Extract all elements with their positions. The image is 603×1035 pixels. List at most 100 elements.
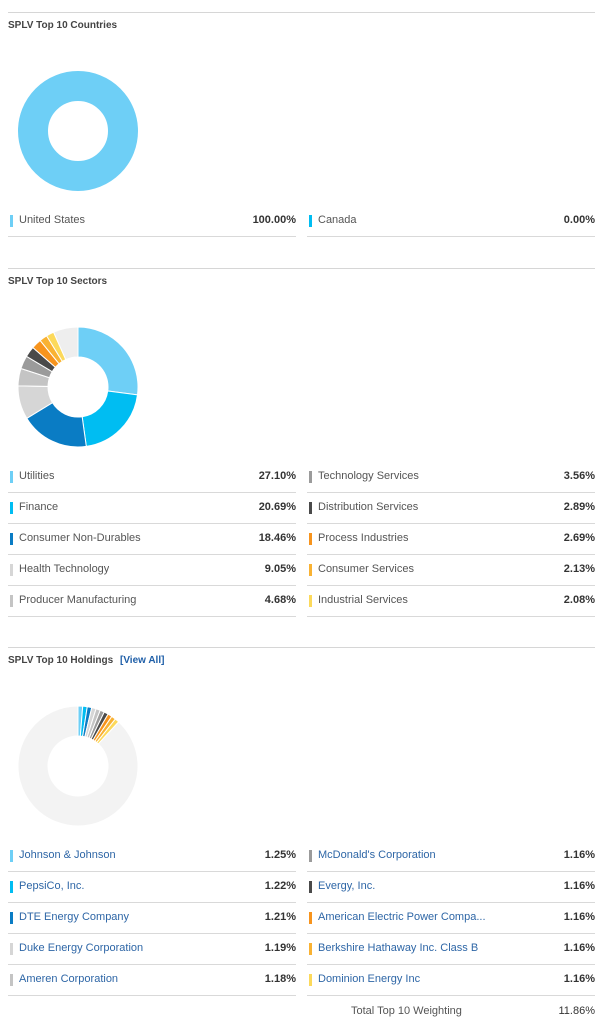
row-label: Utilities bbox=[19, 470, 55, 482]
sectors-list-right: Technology Services 3.56% Distribution Ser… bbox=[307, 462, 595, 617]
row-label: Finance bbox=[19, 501, 59, 513]
row-value: 1.16% bbox=[563, 911, 595, 923]
holdings-donut-chart bbox=[17, 705, 139, 827]
holding-row[interactable]: Johnson & Johnson 1.25% bbox=[8, 841, 296, 872]
row-value: 20.69% bbox=[258, 501, 296, 513]
row-label: Process Industries bbox=[318, 532, 409, 544]
holding-name-link[interactable]: PepsiCo, Inc. bbox=[19, 880, 85, 892]
row-value: 1.16% bbox=[563, 880, 595, 892]
row-value: 27.10% bbox=[258, 470, 296, 482]
sectors-list-left: Utilities 27.10% Finance 20.69% Consumer Non… bbox=[8, 462, 296, 617]
row-value: 1.22% bbox=[264, 880, 296, 892]
row-value: 3.56% bbox=[563, 470, 595, 482]
legend-swatch bbox=[10, 215, 13, 227]
row-label: United States bbox=[19, 214, 86, 226]
holding-name-link[interactable]: Ameren Corporation bbox=[19, 973, 119, 985]
legend-swatch bbox=[10, 502, 13, 514]
holding-row[interactable]: Duke Energy Corporation 1.19% bbox=[8, 934, 296, 965]
row-label: Distribution Services bbox=[318, 501, 419, 513]
row-value: 1.18% bbox=[264, 973, 296, 985]
legend-swatch bbox=[10, 564, 13, 576]
countries-list-left: United States 100.00% bbox=[8, 206, 296, 237]
list-row: Producer Manufacturing 4.68% bbox=[8, 586, 296, 617]
row-value: 1.19% bbox=[264, 942, 296, 954]
holding-name-link[interactable]: DTE Energy Company bbox=[19, 911, 130, 923]
row-label: Canada bbox=[318, 214, 357, 226]
holdings-list-left: Johnson & Johnson 1.25% PepsiCo, Inc. 1.22%… bbox=[8, 841, 296, 996]
pie-slice bbox=[52, 326, 79, 361]
list-row: Health Technology 9.05% bbox=[8, 555, 296, 586]
countries-list-right: Canada 0.00% bbox=[307, 206, 595, 237]
legend-swatch bbox=[309, 850, 312, 862]
legend-swatch bbox=[309, 974, 312, 986]
holding-name-link[interactable]: Berkshire Hathaway Inc. Class B bbox=[318, 942, 479, 954]
list-row: Process Industries 2.69% bbox=[307, 524, 595, 555]
row-value: 2.08% bbox=[563, 594, 595, 606]
row-value: 1.16% bbox=[563, 849, 595, 861]
list-row: Technology Services 3.56% bbox=[307, 462, 595, 493]
countries-section: SPLV Top 10 Countries United States 100.0… bbox=[8, 12, 595, 238]
sectors-donut-chart bbox=[17, 326, 139, 448]
legend-swatch bbox=[10, 974, 13, 986]
row-value: 0.00% bbox=[563, 214, 595, 226]
holding-name-link[interactable]: Johnson & Johnson bbox=[19, 849, 116, 861]
sectors-section: SPLV Top 10 Sectors Utilities 27.10% Finan… bbox=[8, 268, 595, 618]
row-value: 18.46% bbox=[258, 532, 296, 544]
row-value: 1.25% bbox=[264, 849, 296, 861]
row-value: 2.89% bbox=[563, 501, 595, 513]
holding-name-link[interactable]: Duke Energy Corporation bbox=[19, 942, 144, 954]
legend-swatch bbox=[10, 595, 13, 607]
row-value: 2.69% bbox=[563, 532, 595, 544]
list-row: Consumer Non-Durables 18.46% bbox=[8, 524, 296, 555]
holding-name-link[interactable]: Dominion Energy Inc bbox=[318, 973, 421, 985]
row-value: 1.16% bbox=[563, 973, 595, 985]
list-row: Finance 20.69% bbox=[8, 493, 296, 524]
total-weighting-value: 11.86% bbox=[558, 1005, 596, 1017]
holdings-title: SPLV Top 10 Holdings bbox=[8, 655, 114, 666]
holding-row[interactable]: DTE Energy Company 1.21% bbox=[8, 903, 296, 934]
legend-swatch bbox=[309, 595, 312, 607]
row-label: Producer Manufacturing bbox=[19, 594, 137, 606]
legend-swatch bbox=[309, 533, 312, 545]
countries-donut-chart bbox=[18, 71, 138, 191]
row-value: 4.68% bbox=[264, 594, 296, 606]
holdings-title-row: SPLV Top 10 Holdings [View All] bbox=[8, 654, 595, 668]
row-value: 1.16% bbox=[563, 942, 595, 954]
holding-name-link[interactable]: American Electric Power Compa... bbox=[318, 911, 486, 923]
list-row: Utilities 27.10% bbox=[8, 462, 296, 493]
legend-swatch bbox=[10, 850, 13, 862]
holding-row[interactable]: PepsiCo, Inc. 1.22% bbox=[8, 872, 296, 903]
legend-swatch bbox=[10, 533, 13, 545]
legend-swatch bbox=[309, 502, 312, 514]
row-value: 9.05% bbox=[264, 563, 296, 575]
pie-slice bbox=[81, 390, 139, 447]
holding-row[interactable]: Dominion Energy Inc 1.16% bbox=[307, 965, 595, 996]
legend-swatch bbox=[309, 943, 312, 955]
holding-row[interactable]: Evergy, Inc. 1.16% bbox=[307, 872, 595, 903]
holdings-section: SPLV Top 10 Holdings [View All] Johnson … bbox=[8, 647, 595, 1027]
holding-row[interactable]: American Electric Power Compa... 1.16% bbox=[307, 903, 595, 934]
holding-row[interactable]: Ameren Corporation 1.18% bbox=[8, 965, 296, 996]
pie-slice bbox=[18, 71, 138, 191]
holding-name-link[interactable]: McDonald's Corporation bbox=[318, 849, 436, 861]
pie-slice bbox=[17, 705, 139, 827]
legend-swatch bbox=[10, 912, 13, 924]
legend-swatch bbox=[10, 881, 13, 893]
row-label: Consumer Services bbox=[318, 563, 414, 575]
holding-name-link[interactable]: Evergy, Inc. bbox=[318, 880, 376, 892]
view-all-link[interactable]: [View All] bbox=[119, 655, 165, 666]
row-label: Industrial Services bbox=[318, 594, 408, 606]
list-row: Industrial Services 2.08% bbox=[307, 586, 595, 617]
total-weighting-row: Total Top 10 Weighting 11.86% bbox=[307, 997, 595, 1027]
legend-swatch bbox=[10, 943, 13, 955]
list-row: United States 100.00% bbox=[8, 206, 296, 237]
row-value: 100.00% bbox=[252, 214, 296, 226]
holdings-list-right: McDonald's Corporation 1.16% Evergy, Inc. 1… bbox=[307, 841, 595, 996]
legend-swatch bbox=[10, 471, 13, 483]
legend-swatch bbox=[309, 912, 312, 924]
row-value: 1.21% bbox=[264, 911, 296, 923]
holding-row[interactable]: McDonald's Corporation 1.16% bbox=[307, 841, 595, 872]
legend-swatch bbox=[309, 881, 312, 893]
list-row: Canada 0.00% bbox=[307, 206, 595, 237]
holding-row[interactable]: Berkshire Hathaway Inc. Class B 1.16% bbox=[307, 934, 595, 965]
